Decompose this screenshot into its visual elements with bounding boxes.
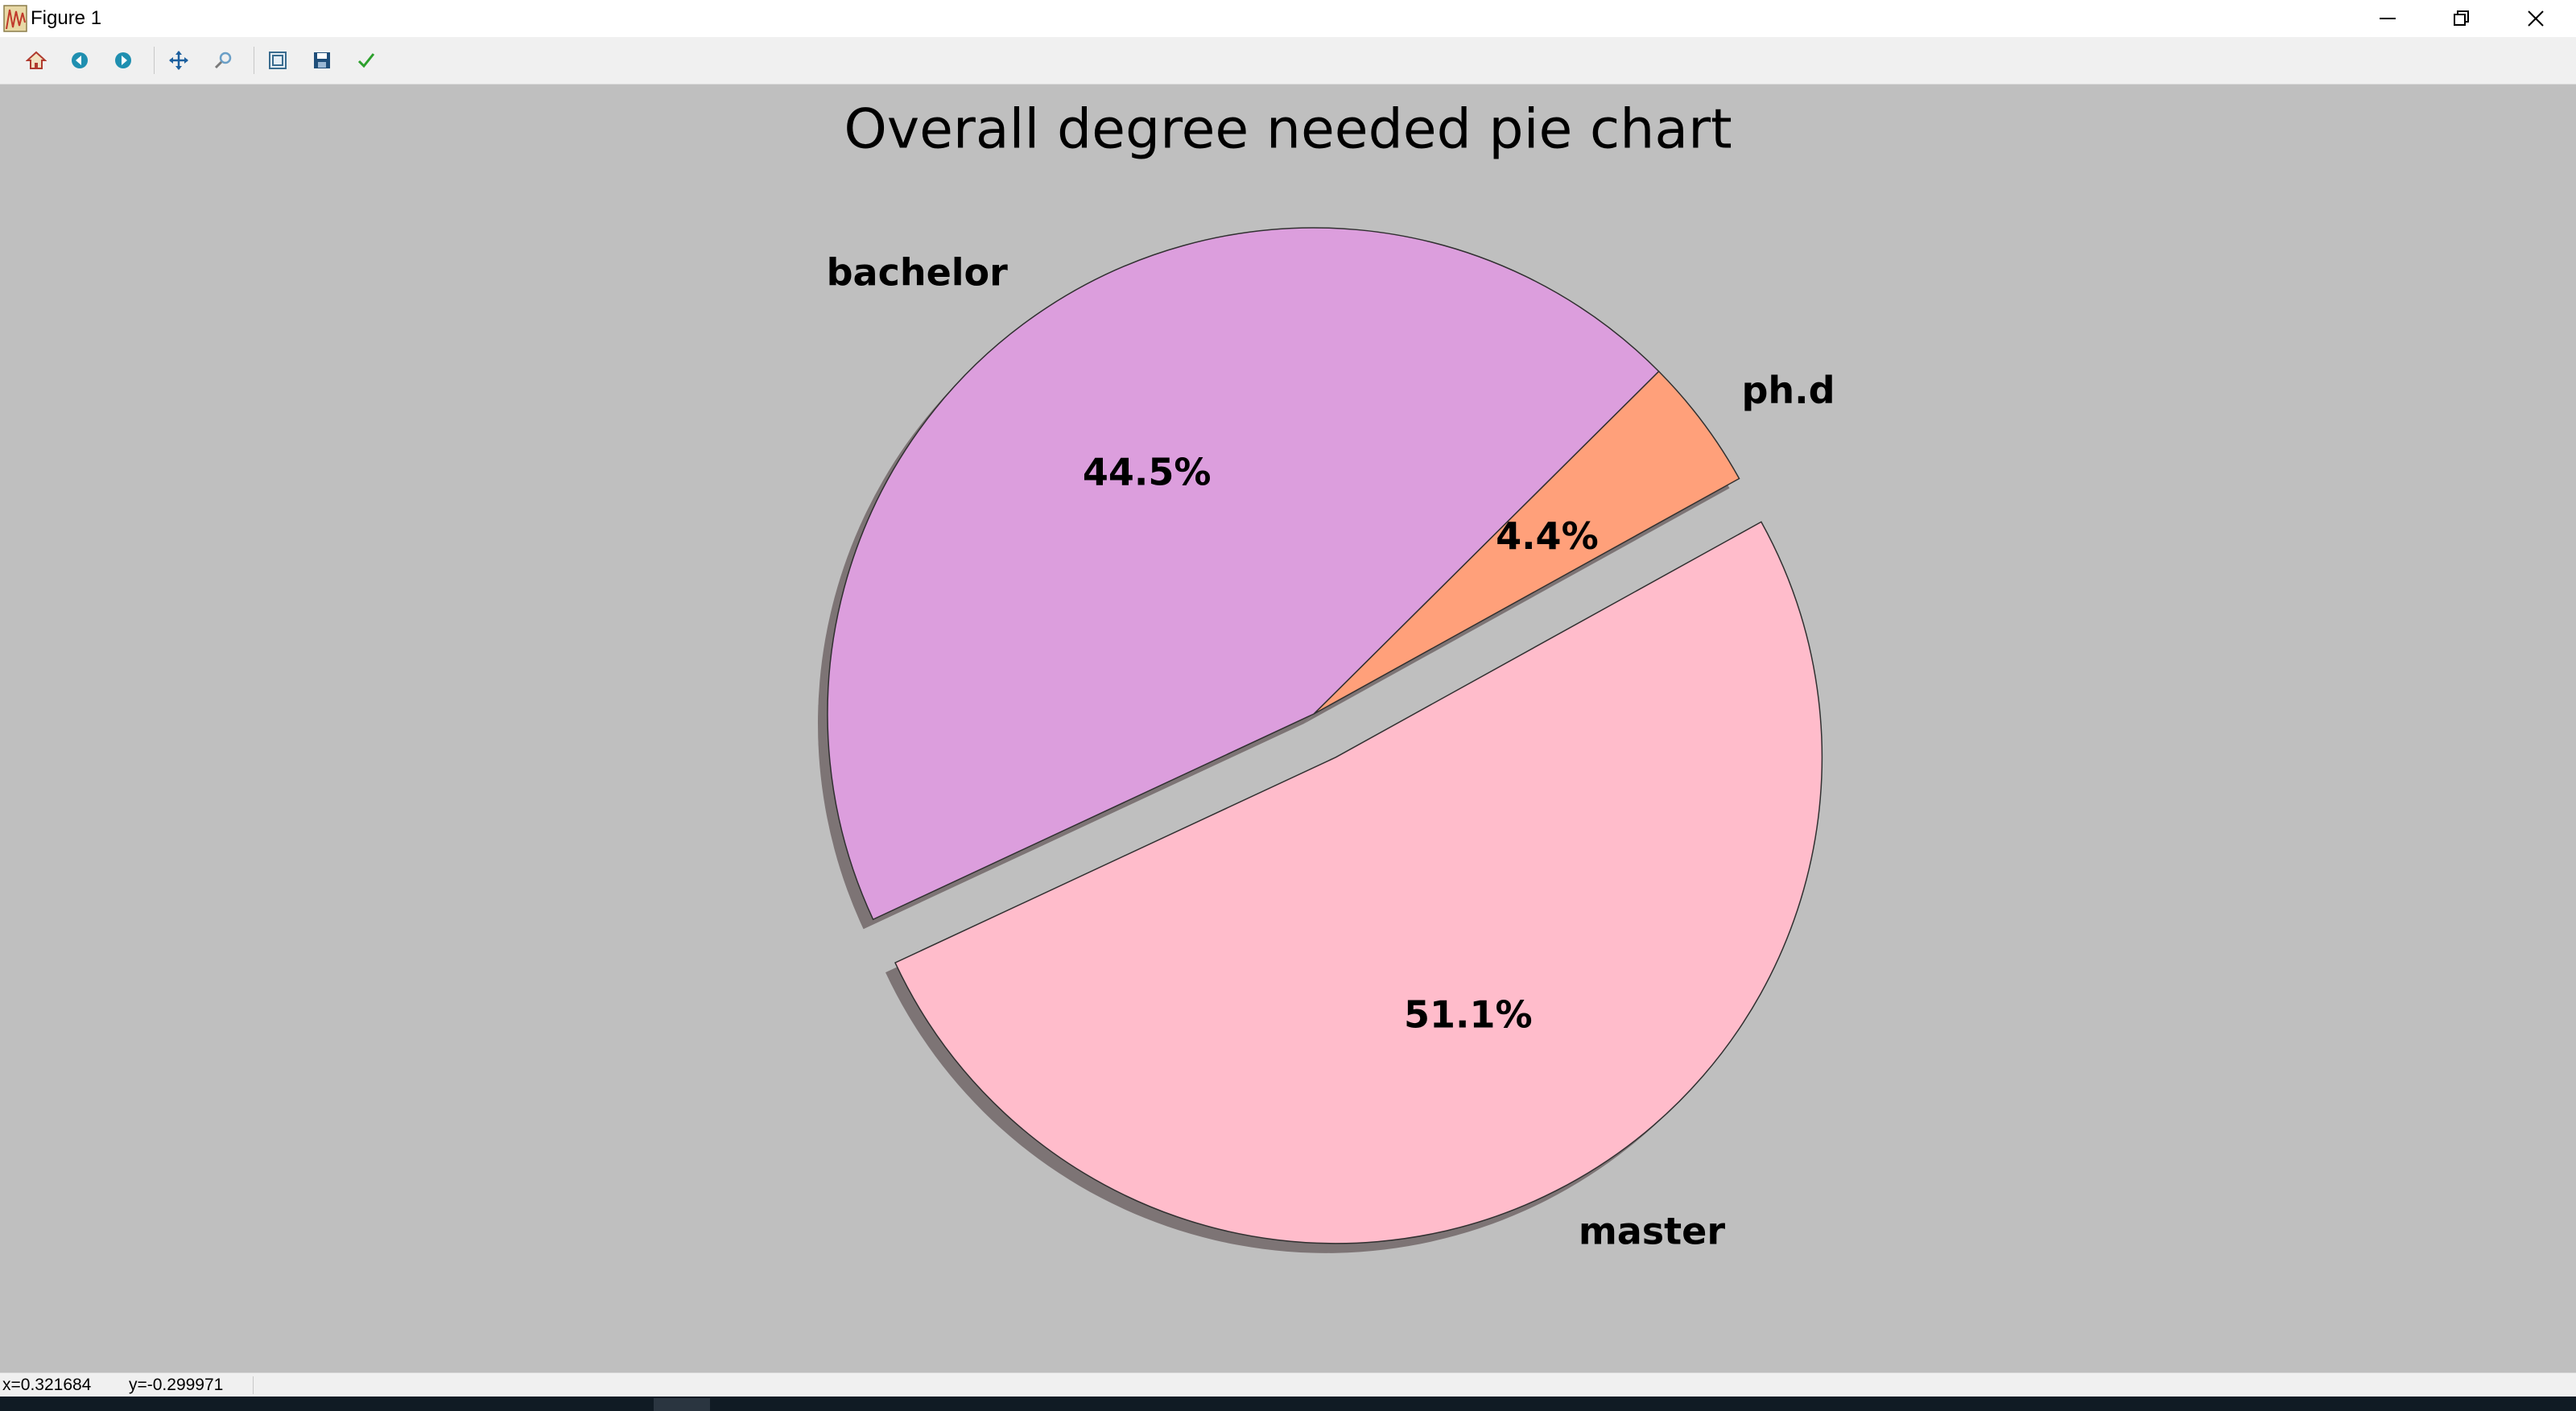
cursor-x-readout: x=0.321684 — [2, 1376, 92, 1394]
save-button[interactable] — [308, 46, 336, 75]
pan-button[interactable] — [164, 46, 193, 75]
pie-slice-master — [894, 521, 1823, 1244]
navigation-toolbar — [0, 37, 2576, 85]
slice-label-bachelor: bachelor — [827, 251, 1009, 295]
back-arrow-icon — [72, 52, 88, 68]
figure-canvas[interactable]: Overall degree needed pie chart master 51… — [0, 85, 2576, 1372]
window-titlebar: Figure 1 — [0, 0, 2576, 37]
pie-slice-bachelor — [827, 227, 1660, 921]
taskbar — [0, 1397, 2576, 1411]
slice-pct-master: 51.1% — [1404, 992, 1533, 1036]
edit-parameters-button[interactable] — [352, 46, 381, 75]
pie-slice-ph-d — [1313, 370, 1740, 715]
slice-pct-ph-d: 4.4% — [1496, 514, 1599, 558]
restore-icon — [2454, 10, 2469, 26]
slice-label-master: master — [1579, 1209, 1726, 1252]
zoom-button[interactable] — [208, 46, 237, 75]
check-icon — [357, 53, 375, 68]
pie-chart: Overall degree needed pie chart master 51… — [817, 98, 1835, 1253]
pan-icon — [169, 51, 188, 70]
close-button[interactable] — [2499, 0, 2573, 37]
slice-pct-bachelor: 44.5% — [1083, 450, 1212, 493]
matplotlib-app-icon — [3, 5, 27, 32]
minimize-icon — [2380, 18, 2396, 19]
subplots-icon — [269, 52, 287, 69]
toolbar-separator — [154, 47, 155, 74]
cursor-y-readout: y=-0.299971 — [129, 1376, 224, 1394]
chart-title: Overall degree needed pie chart — [844, 98, 1732, 162]
zoom-icon — [214, 52, 232, 69]
slice-label-ph-d: ph.d — [1741, 369, 1835, 412]
back-button[interactable] — [65, 46, 94, 75]
restore-button[interactable] — [2425, 0, 2499, 37]
status-separator — [253, 1376, 254, 1394]
configure-subplots-button[interactable] — [263, 46, 292, 75]
forward-button[interactable] — [109, 46, 138, 75]
close-icon — [2528, 10, 2544, 27]
home-button[interactable] — [22, 46, 51, 75]
forward-arrow-icon — [115, 52, 131, 68]
pie-labels: master 51.1% ph.d 4.4% bachelor 44.5% — [827, 251, 1835, 1253]
status-bar: x=0.321684 y=-0.299971 — [0, 1372, 2576, 1397]
save-icon — [314, 52, 330, 68]
minimize-button[interactable] — [2351, 0, 2425, 37]
taskbar-active-item[interactable] — [654, 1398, 710, 1411]
pie-wedges — [827, 227, 1823, 1244]
window-title: Figure 1 — [31, 7, 102, 29]
home-icon — [26, 51, 47, 69]
